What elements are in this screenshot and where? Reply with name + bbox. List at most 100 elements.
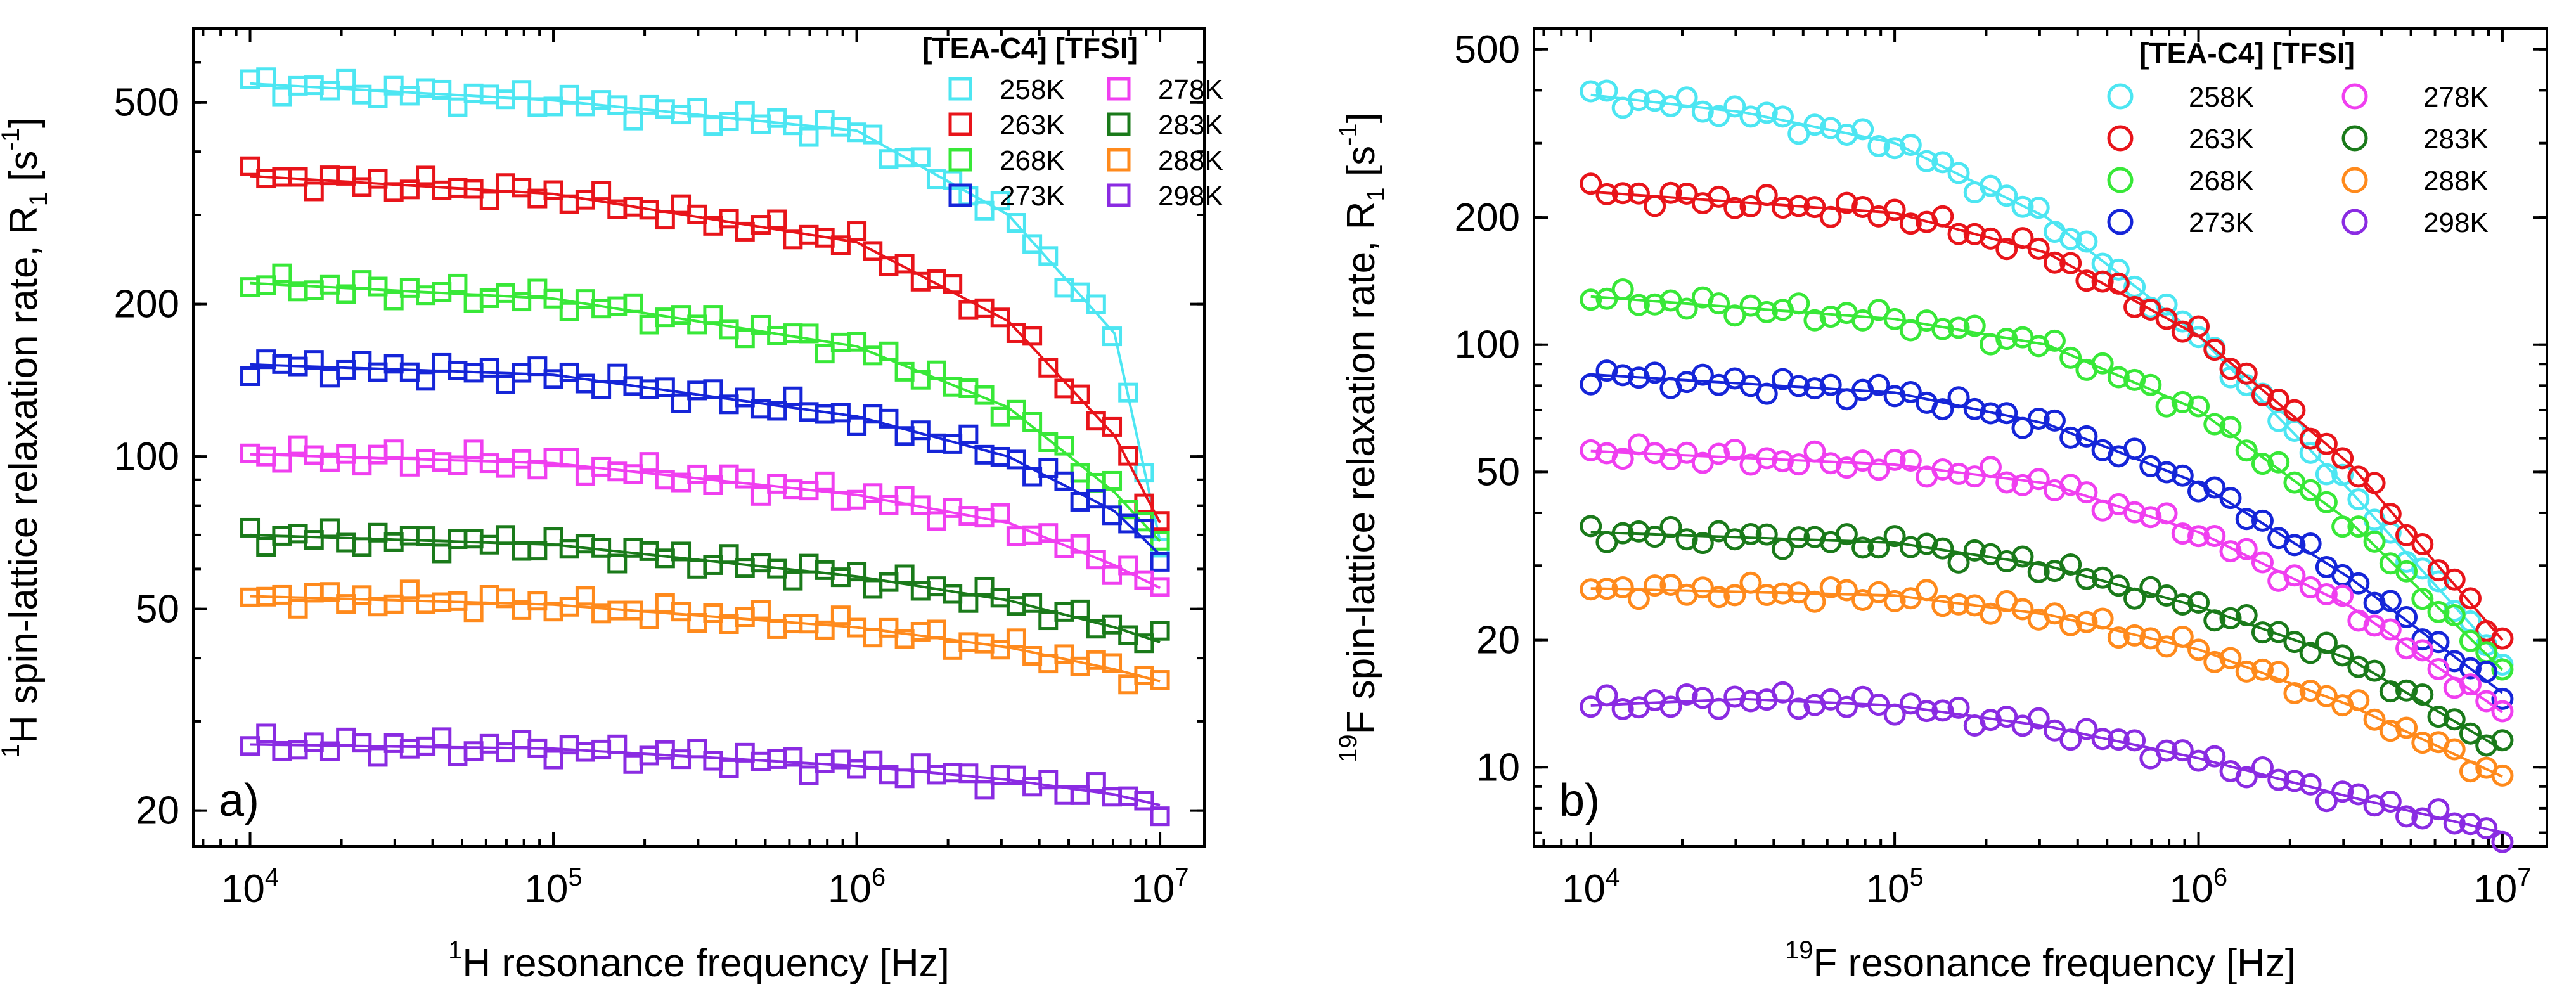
data-point [2059, 728, 2082, 751]
data-point [240, 156, 261, 176]
legend-item-278K: 278K [2341, 82, 2489, 113]
data-point [2075, 610, 2098, 633]
panel-label: b) [1559, 775, 1600, 826]
data-point [1771, 105, 1794, 128]
data-point [2187, 480, 2210, 503]
data-point [527, 591, 548, 611]
data-point [2043, 602, 2066, 625]
data-point [2331, 780, 2354, 803]
data-point [1134, 791, 1154, 811]
data-point [863, 579, 883, 599]
legend-marker [1107, 148, 1131, 172]
data-point [910, 753, 931, 773]
data-point [1852, 309, 1874, 332]
data-point [2491, 658, 2514, 681]
data-point [1691, 687, 1714, 709]
data-point [336, 165, 356, 186]
data-point [1134, 463, 1154, 483]
legend-label: 258K [2189, 82, 2254, 113]
x-axis-label: 19F resonance frequency [Hz] [1785, 936, 2296, 985]
data-point [2027, 707, 2050, 730]
data-point [2331, 644, 2354, 667]
series-263K [240, 156, 1170, 531]
legend-item-263K: 263K [948, 110, 1065, 141]
data-point [416, 371, 436, 391]
data-point [2395, 716, 2418, 739]
data-point [1963, 314, 1986, 337]
data-point [2171, 464, 2194, 487]
data-point [1803, 196, 1826, 219]
data-point [463, 602, 484, 623]
data-point [703, 305, 723, 325]
data-point [2059, 252, 2082, 274]
data-point [1006, 628, 1026, 649]
data-point [2187, 638, 2210, 661]
data-point [1852, 449, 1874, 472]
x-tick-label: 104 [221, 863, 279, 911]
data-point [2219, 540, 2242, 563]
data-point [2171, 522, 2194, 545]
data-point [2443, 568, 2466, 591]
data-point [1595, 359, 1618, 382]
legend-item-268K: 268K [948, 145, 1065, 176]
data-point [926, 576, 946, 597]
legend-label: 283K [1158, 110, 1223, 141]
data-point [288, 167, 308, 187]
data-point [1691, 363, 1714, 386]
data-point [1627, 182, 1650, 205]
data-point [2299, 642, 2322, 664]
data-point [2155, 395, 2178, 418]
data-point [1963, 223, 1986, 245]
data-point [1852, 536, 1874, 559]
data-point [1899, 319, 1922, 342]
data-point [2363, 659, 2386, 682]
data-point [240, 366, 261, 387]
data-point [2491, 627, 2514, 650]
data-point [495, 173, 515, 193]
data-point [448, 455, 468, 475]
data-point [448, 746, 468, 766]
data-point [2315, 463, 2338, 486]
data-point [2347, 515, 2370, 538]
data-point [910, 495, 931, 515]
data-point [495, 742, 515, 763]
data-point [607, 553, 628, 574]
data-point [750, 314, 771, 335]
data-point [2315, 432, 2338, 455]
data-point [1054, 644, 1074, 664]
data-point [1916, 700, 1938, 723]
legend-item-268K: 268K [2107, 165, 2254, 197]
y-tick-label: 200 [114, 283, 179, 326]
data-point [687, 314, 707, 335]
data-point [2123, 295, 2146, 318]
data-point [1659, 574, 1682, 597]
data-point [1580, 288, 1602, 311]
data-point [543, 369, 564, 389]
data-point [479, 190, 499, 210]
data-point [1611, 448, 1634, 470]
data-point [703, 604, 723, 624]
data-point [2187, 591, 2210, 614]
data-point [448, 529, 468, 550]
data-point [974, 200, 995, 221]
data-point [2459, 657, 2482, 680]
data-point [1852, 195, 1874, 218]
data-point [559, 84, 579, 105]
data-point [2075, 718, 2098, 740]
data-point [559, 597, 579, 617]
data-point [1803, 377, 1826, 400]
data-point [943, 763, 963, 783]
series-268K [240, 263, 1170, 551]
data-point [2027, 560, 2050, 583]
data-point [336, 68, 356, 89]
data-point [1006, 213, 1026, 233]
data-point [1006, 399, 1026, 420]
data-point [352, 456, 372, 476]
data-point [1070, 463, 1090, 483]
chart-panel-a: 104 105 106 107 20 50 100 200 500 1H resonance fr… [0, 27, 1223, 985]
data-point [2171, 593, 2194, 616]
data-point [2379, 618, 2402, 641]
legend-label: 268K [2189, 165, 2254, 197]
data-point [687, 558, 707, 579]
data-point [1708, 586, 1730, 609]
